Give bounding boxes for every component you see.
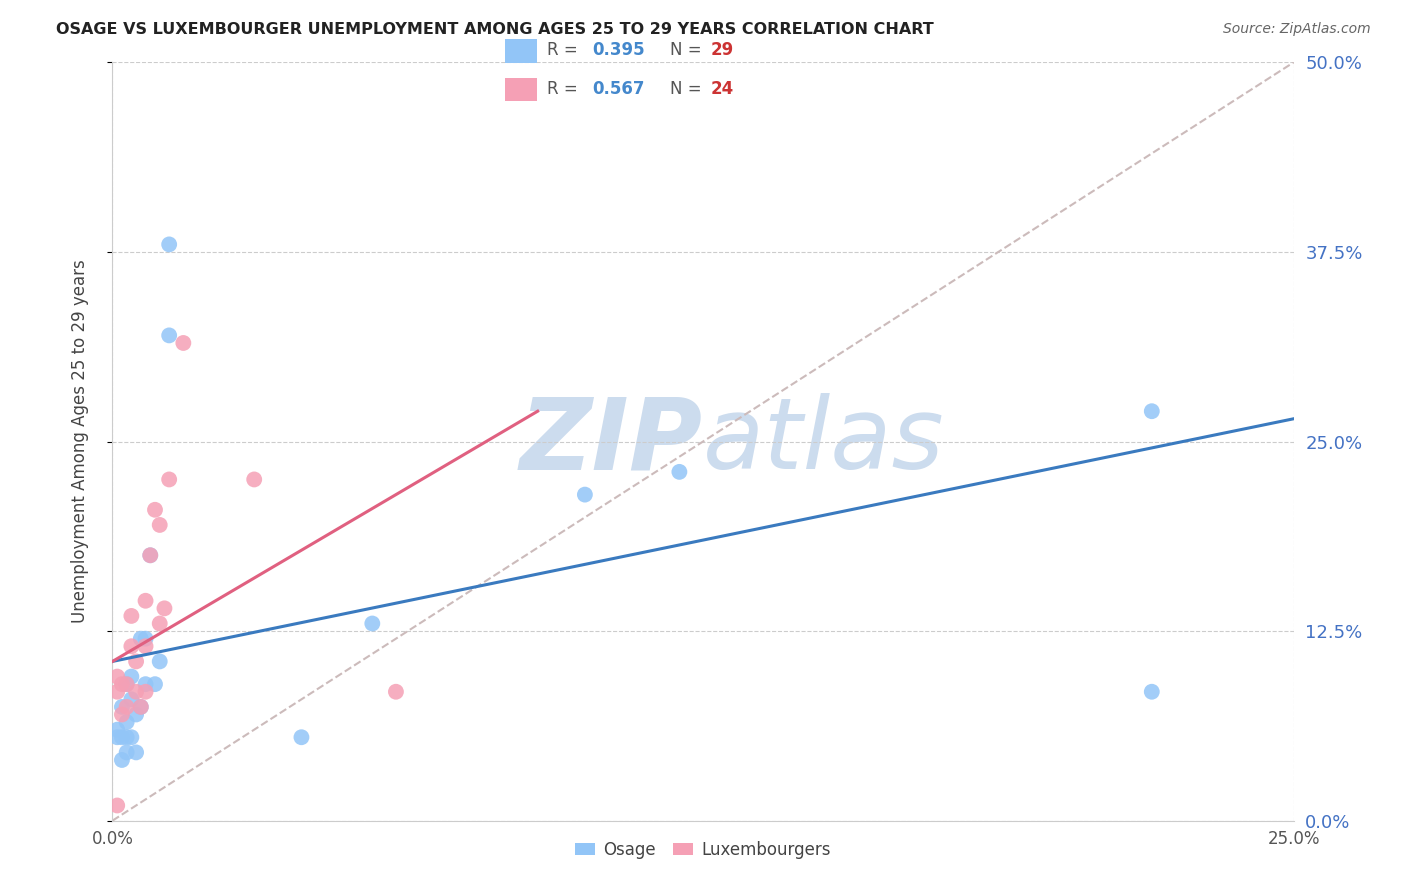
Point [105, 730, 128, 744]
Text: 24: 24 [711, 79, 734, 97]
Point [115, 677, 138, 691]
Text: Source: ZipAtlas.com: Source: ZipAtlas.com [1223, 22, 1371, 37]
Legend: Osage, Luxembourgers: Osage, Luxembourgers [568, 834, 838, 865]
Y-axis label: Unemployment Among Ages 25 to 29 years: Unemployment Among Ages 25 to 29 years [70, 260, 89, 624]
Point [153, 601, 176, 615]
Point [125, 685, 148, 699]
Text: N =: N = [669, 42, 707, 60]
Point [125, 746, 148, 760]
Point [129, 699, 152, 714]
Point [105, 723, 128, 737]
Text: R =: R = [547, 42, 582, 60]
Point [111, 699, 134, 714]
Point [139, 548, 162, 563]
Point [120, 639, 142, 653]
Point [115, 699, 138, 714]
Point [139, 548, 162, 563]
Point [135, 639, 157, 653]
Point [115, 730, 138, 744]
Point [135, 677, 157, 691]
Point [105, 685, 128, 699]
Text: 0.567: 0.567 [592, 79, 645, 97]
Text: atlas: atlas [703, 393, 945, 490]
Point [385, 685, 408, 699]
Point [574, 487, 596, 501]
Text: R =: R = [547, 79, 582, 97]
Text: 0.395: 0.395 [592, 42, 645, 60]
Point [111, 730, 134, 744]
Point [157, 328, 180, 343]
Point [243, 473, 266, 487]
Bar [506, 78, 537, 102]
Point [149, 517, 172, 532]
Point [120, 669, 142, 683]
Point [157, 237, 180, 252]
Point [135, 594, 157, 608]
Text: 29: 29 [711, 42, 734, 60]
Point [149, 655, 172, 669]
Point [105, 669, 128, 683]
Point [135, 632, 157, 646]
Point [115, 677, 138, 691]
Point [115, 746, 138, 760]
Point [129, 699, 152, 714]
Point [111, 753, 134, 767]
Point [129, 632, 152, 646]
Point [149, 616, 172, 631]
Point [143, 503, 166, 517]
Point [115, 715, 138, 730]
Point [120, 608, 142, 623]
Point [111, 707, 134, 722]
Point [125, 655, 148, 669]
Point [361, 616, 384, 631]
Point [111, 677, 134, 691]
Point [290, 730, 312, 744]
Bar [506, 39, 537, 63]
Text: ZIP: ZIP [520, 393, 703, 490]
Text: N =: N = [669, 79, 707, 97]
Point [668, 465, 690, 479]
Point [120, 730, 142, 744]
Point [105, 798, 128, 813]
Point [172, 335, 194, 350]
Point [135, 685, 157, 699]
Point [120, 692, 142, 706]
Point [157, 473, 180, 487]
Point [1140, 404, 1163, 418]
Point [1140, 685, 1163, 699]
Point [125, 707, 148, 722]
Text: OSAGE VS LUXEMBOURGER UNEMPLOYMENT AMONG AGES 25 TO 29 YEARS CORRELATION CHART: OSAGE VS LUXEMBOURGER UNEMPLOYMENT AMONG… [56, 22, 934, 37]
Point [143, 677, 166, 691]
